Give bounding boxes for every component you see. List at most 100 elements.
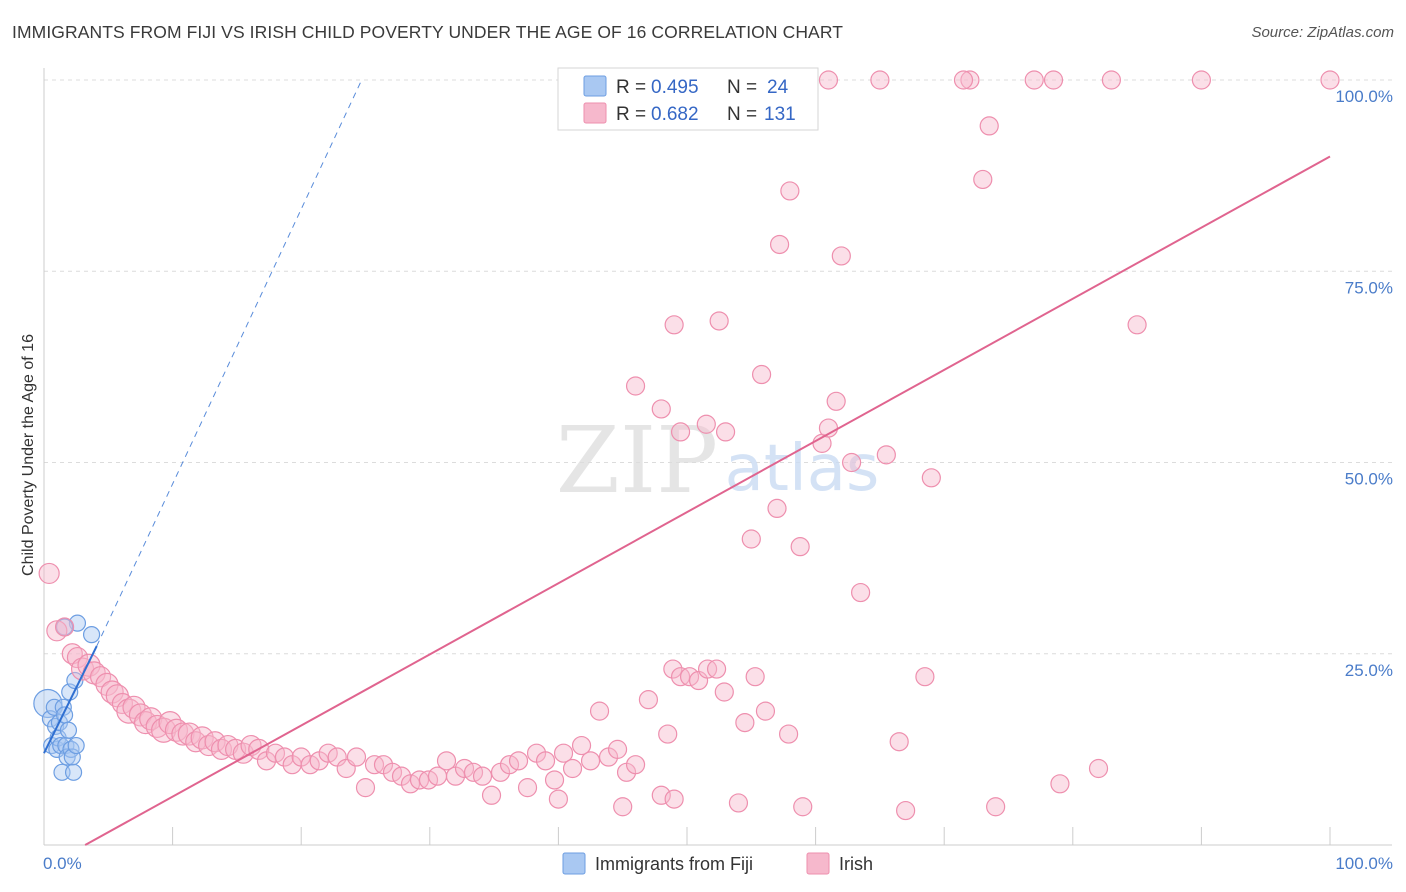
irish-point xyxy=(651,399,671,419)
fiji-point xyxy=(59,721,78,739)
irish-point xyxy=(580,751,601,771)
irish-trend-line xyxy=(84,155,1331,846)
legend-irish-r-value: 0.682 xyxy=(651,104,699,125)
irish-point xyxy=(1043,70,1064,90)
irish-point xyxy=(670,422,691,442)
axis-layer: 25.0% 50.0% 75.0% 100.0% xyxy=(43,68,1393,846)
irish-point xyxy=(158,710,182,735)
irish-point xyxy=(1088,758,1109,779)
irish-point xyxy=(651,785,671,805)
irish-point xyxy=(960,70,980,90)
irish-point xyxy=(986,797,1006,817)
irish-point xyxy=(728,793,749,813)
irish-point xyxy=(851,582,871,603)
irish-point xyxy=(715,422,736,442)
irish-point xyxy=(979,116,999,136)
irish-point xyxy=(346,747,367,767)
fiji-point xyxy=(82,626,101,644)
legend-swatch-fiji xyxy=(583,75,607,97)
irish-point xyxy=(198,734,220,757)
irish-point xyxy=(751,364,772,385)
irish-point xyxy=(548,789,569,809)
irish-point xyxy=(571,735,592,756)
irish-point xyxy=(896,800,916,821)
chart-source: Source: ZipAtlas.com xyxy=(1251,24,1394,41)
watermark-zip: ZIP xyxy=(556,407,718,514)
legend-fiji-n-label: N = xyxy=(727,77,757,98)
irish-point xyxy=(889,732,909,752)
legend-fiji-r-value: 0.495 xyxy=(651,77,699,98)
irish-point xyxy=(664,789,684,809)
irish-point xyxy=(790,537,810,557)
irish-point xyxy=(709,311,729,331)
top-legend: R = 0.495 N = 24 R = 0.682 N = 131 xyxy=(557,67,819,131)
irish-point xyxy=(89,666,112,688)
irish-point xyxy=(355,778,376,798)
y-tick-label: 100.0% xyxy=(1335,87,1393,106)
fiji-trend-extension xyxy=(96,79,363,647)
irish-point xyxy=(54,617,75,637)
irish-point xyxy=(658,724,678,744)
irish-point xyxy=(664,315,684,335)
legend-fiji-r-label: R = xyxy=(616,77,646,98)
irish-point xyxy=(755,701,776,721)
irish-point xyxy=(66,646,89,669)
grid-layer xyxy=(44,79,1392,655)
bottom-legend-label-fiji: Immigrants from Fiji xyxy=(595,854,753,874)
irish-point xyxy=(481,785,502,805)
x-tick-label-min: 0.0% xyxy=(43,854,82,873)
irish-point xyxy=(826,391,846,411)
irish-point xyxy=(589,701,610,721)
irish-point xyxy=(1024,70,1044,90)
fiji-point xyxy=(67,736,85,755)
y-tick-label: 75.0% xyxy=(1345,278,1393,297)
irish-point xyxy=(164,718,189,742)
points-layer xyxy=(33,70,1340,821)
irish-point xyxy=(741,529,761,549)
irish-point xyxy=(745,667,765,687)
irish-point xyxy=(171,722,195,746)
irish-point xyxy=(921,468,941,488)
irish-point xyxy=(613,797,633,817)
irish-point xyxy=(735,712,755,733)
irish-point xyxy=(793,797,813,817)
irish-point xyxy=(544,770,565,790)
irish-point xyxy=(553,743,574,763)
legend-irish-n-value: 131 xyxy=(764,104,796,125)
y-tick-label: 50.0% xyxy=(1345,470,1393,489)
fiji-point xyxy=(64,763,83,781)
irish-point xyxy=(769,234,790,255)
bottom-legend: Immigrants from Fiji Irish xyxy=(562,852,873,875)
irish-point xyxy=(607,739,628,759)
irish-point xyxy=(767,498,787,518)
irish-point xyxy=(1191,70,1212,90)
fiji-trend-line xyxy=(43,645,98,754)
irish-point xyxy=(625,376,646,396)
irish-point xyxy=(535,751,556,771)
irish-point xyxy=(876,445,896,465)
irish-point xyxy=(274,747,295,767)
fiji-point xyxy=(55,618,74,636)
irish-point xyxy=(625,755,646,775)
irish-point xyxy=(842,452,862,473)
irish-point xyxy=(778,724,799,744)
watermark-atlas: atlas xyxy=(725,432,880,506)
watermark: ZIP atlas xyxy=(556,407,879,514)
irish-point xyxy=(472,766,493,786)
irish-point xyxy=(714,682,734,702)
trend-layer xyxy=(43,79,1331,846)
irish-point xyxy=(150,717,177,743)
irish-point xyxy=(663,659,683,679)
chart-title: IMMIGRANTS FROM FIJI VS IRISH CHILD POVE… xyxy=(12,22,844,42)
irish-point xyxy=(831,246,851,266)
irish-point xyxy=(706,659,727,679)
irish-point xyxy=(870,70,890,90)
irish-point xyxy=(436,751,457,771)
x-tick-label-max: 100.0% xyxy=(1335,854,1393,873)
irish-point xyxy=(780,181,800,201)
irish-point xyxy=(508,751,529,771)
irish-point xyxy=(1050,774,1070,794)
y-tick-label: 25.0% xyxy=(1345,661,1393,680)
irish-point xyxy=(638,690,659,710)
bottom-legend-swatch-irish xyxy=(806,852,830,875)
